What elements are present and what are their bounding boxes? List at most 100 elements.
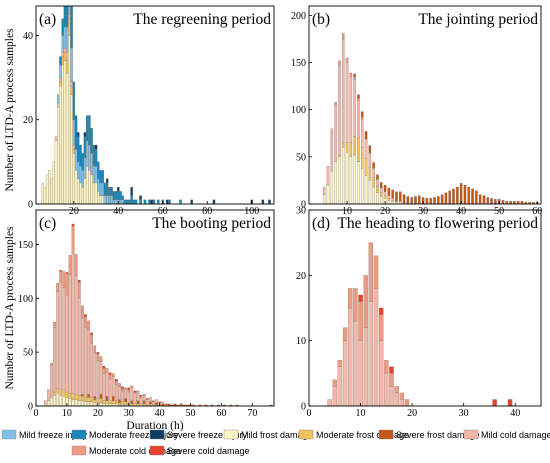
legend-swatch [1,429,17,440]
bar-moderate-freeze [110,187,113,196]
bar-mild-cold [56,291,59,389]
bar-mild-frost [101,195,104,204]
bar-mild-frost [71,399,75,406]
x-tick-label: 30 [124,408,134,419]
bar-severe-frost [223,404,226,406]
bar-severe-frost [399,191,402,202]
legend-swatch [378,429,394,440]
bar-severe-frost [192,404,195,406]
bar-severe-frost [425,198,429,204]
legend-item-severe-cold: Severe cold damage [149,445,250,456]
bar-moderate-cold [118,383,121,387]
bar-moderate-cold [90,334,93,344]
x-tick-label: 0 [307,408,312,419]
panel-label: (c) [39,215,56,232]
bar-severe-freeze [165,199,169,204]
x-tick-label: 20 [69,206,79,217]
plot-frame [308,5,542,205]
plot-frame [35,209,275,407]
bar-moderate-frost [68,18,71,36]
legend-item-mild-cold: Mild cold damage [463,429,550,440]
bar-moderate-freeze [168,199,171,204]
bar-mild-cold [111,376,115,397]
bar-moderate-frost [90,397,93,402]
bar-mild-freeze [74,149,78,171]
bar-moderate-frost [111,400,115,404]
bar-mild-frost [61,64,64,204]
bar-moderate-frost [72,149,76,154]
bar-mild-freeze [70,48,73,82]
bar-moderate-cold [353,288,358,322]
bar-moderate-frost [383,195,387,199]
bar-moderate-cold [105,368,109,373]
bar-severe-freeze [83,132,87,137]
bar-mild-frost [65,73,69,204]
bar-mild-cold [368,301,374,406]
bar-moderate-freeze [117,191,120,200]
bar-mild-cold [102,373,106,401]
bar-moderate-frost [345,142,349,153]
bar-moderate-frost [96,398,100,403]
y-axis-label-bottom: Number of LTD-A process samples [4,226,16,390]
bar-severe-freeze [105,178,109,184]
panel-label: (d) [312,215,330,232]
bar-mild-cold [360,119,364,148]
bar-moderate-cold [384,360,389,374]
bar-moderate-freeze [83,136,87,158]
bar-mild-cold [357,100,360,139]
bar-moderate-freeze [81,153,84,171]
bar-mild-cold [353,79,356,137]
bar-moderate-frost [115,400,118,404]
bar-moderate-freeze [97,161,100,179]
bar-moderate-freeze [101,170,104,184]
bar-moderate-cold [87,320,90,330]
bar-moderate-frost [364,158,368,176]
legend-label: Moderate cold damage [89,446,181,456]
y-tick-label: 40 [23,31,33,42]
bar-mild-cold [348,307,353,406]
bar-mild-cold [47,389,50,401]
bar-severe-frost [471,188,474,204]
legend-item-mild-freeze: Mild freeze injury [1,429,88,440]
bar-moderate-cold [124,387,127,390]
bar-moderate-frost [372,177,375,188]
x-tick-label: 40 [155,408,165,419]
bar-severe-cold [145,398,149,400]
x-tick-label: 100 [244,206,259,217]
panel-d: 0 10 20 30 40 0 10 20 30 (d) The heading to flower… [296,206,542,419]
bar-moderate-frost [53,391,56,396]
x-tick-label: 0 [34,408,39,419]
bar-severe-cold [183,404,186,406]
bar-moderate-freeze [128,199,131,204]
bar-mild-cold [54,136,58,141]
bar-severe-frost [418,195,421,204]
legend-item-severe-freeze: Severe freeze injury [149,429,248,440]
bar-moderate-cold [50,362,53,366]
bar-mild-cold [326,166,330,186]
bar-mild-cold [155,399,158,403]
bar-mild-cold [152,401,155,406]
legend-label: Severe cold damage [167,446,250,456]
bar-severe-frost [482,195,486,204]
bar-severe-frost [395,191,398,202]
bar-mild-frost [357,161,360,204]
bar-severe-frost [173,403,177,406]
bar-severe-frost [391,189,394,199]
bar-moderate-cold [368,242,374,302]
bar-mild-cold [372,168,375,178]
bar-moderate-frost [99,398,103,403]
bar-moderate-frost [65,391,69,398]
bar-moderate-freeze [119,191,122,200]
bar-moderate-freeze [77,136,80,163]
bar-mild-frost [74,170,78,204]
bar-severe-cold [378,307,384,315]
x-tick-label: 50 [186,408,196,419]
bar-moderate-freeze [139,199,142,204]
plot-frame [308,209,542,407]
bar-mild-freeze [85,140,89,167]
bar-moderate-cold [59,271,63,283]
y-tick-label: 200 [291,11,306,22]
bar-severe-cold [84,314,87,317]
legend-label: Severe frost damage [396,430,480,440]
y-tick-label: 0 [28,200,33,211]
